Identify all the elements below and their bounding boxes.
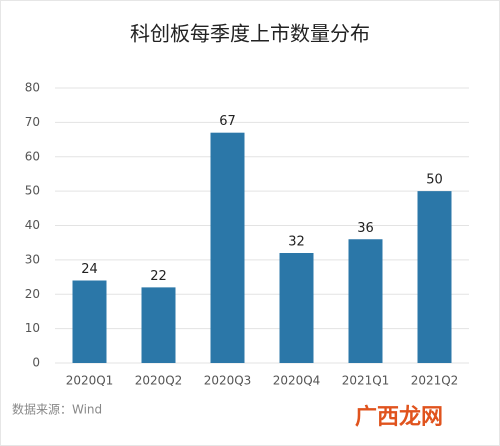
source-note: 数据来源：Wind [12,402,102,417]
bar [279,253,314,363]
bar [348,239,383,363]
x-tick-label: 2020Q4 [273,374,321,388]
x-tick-label: 2020Q1 [66,374,114,388]
bar [417,191,452,363]
watermark: 广西龙网 [355,404,443,430]
value-label: 32 [288,235,305,250]
y-tick-label: 30 [25,252,40,266]
y-tick-label: 80 [25,81,40,95]
value-label: 22 [150,269,167,284]
y-tick-label: 10 [25,321,40,335]
y-tick-label: 0 [32,356,40,370]
x-tick-label: 2021Q1 [342,374,390,388]
y-tick-label: 60 [25,149,40,163]
y-tick-label: 20 [25,287,40,301]
x-tick-label: 2020Q2 [135,374,183,388]
y-tick-label: 40 [25,218,40,232]
value-label: 36 [357,221,374,236]
x-tick-label: 2021Q2 [411,374,459,388]
y-tick-label: 70 [25,115,40,129]
chart-title: 科创板每季度上市数量分布 [130,22,370,46]
value-label: 24 [81,262,98,277]
value-label: 50 [426,173,443,188]
y-tick-label: 50 [25,184,40,198]
bar [210,132,245,363]
bar [141,287,176,363]
bar [72,280,107,363]
x-tick-label: 2020Q3 [204,374,252,388]
value-label: 67 [219,114,236,129]
